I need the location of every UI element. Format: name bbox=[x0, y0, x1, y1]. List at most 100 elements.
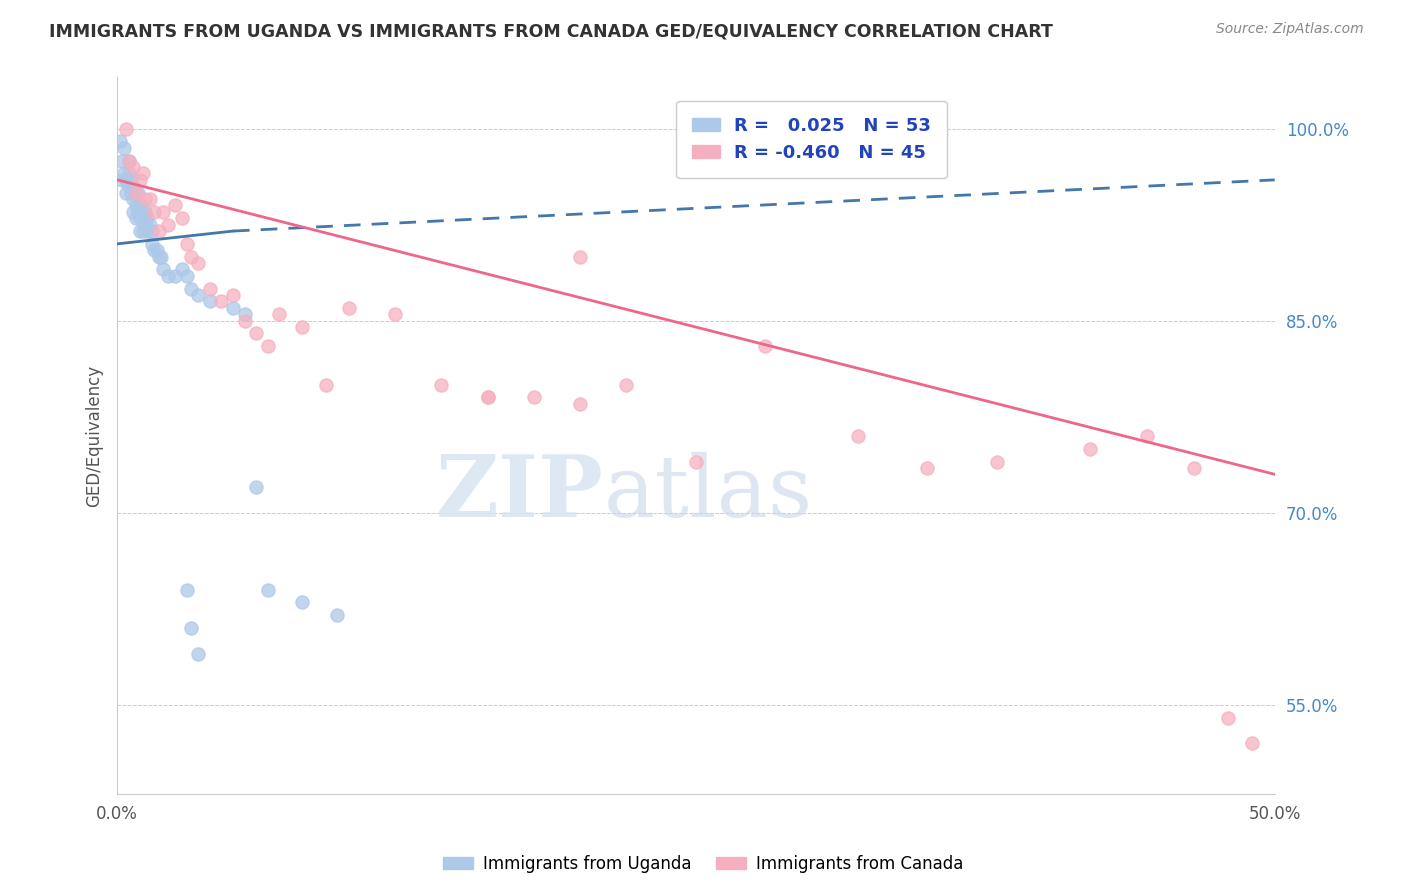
Point bbox=[233, 307, 256, 321]
Point bbox=[754, 339, 776, 353]
Point bbox=[111, 153, 134, 168]
Point bbox=[127, 186, 149, 200]
Point bbox=[256, 339, 278, 353]
Text: Source: ZipAtlas.com: Source: ZipAtlas.com bbox=[1216, 22, 1364, 37]
Point bbox=[315, 377, 337, 392]
Point bbox=[148, 224, 170, 238]
Point bbox=[198, 282, 221, 296]
Point bbox=[165, 268, 187, 283]
Point bbox=[245, 480, 267, 494]
Point bbox=[131, 205, 153, 219]
Point bbox=[129, 211, 152, 226]
Point bbox=[616, 377, 638, 392]
Point bbox=[141, 224, 163, 238]
Text: atlas: atlas bbox=[603, 451, 813, 535]
Point bbox=[115, 121, 138, 136]
Point bbox=[125, 186, 148, 200]
Point bbox=[115, 186, 138, 200]
Point bbox=[180, 250, 202, 264]
Point bbox=[122, 192, 145, 206]
Point bbox=[108, 135, 131, 149]
Point bbox=[157, 218, 180, 232]
Point bbox=[152, 262, 174, 277]
Point bbox=[222, 288, 245, 302]
Point bbox=[131, 224, 153, 238]
Point bbox=[134, 205, 156, 219]
Point bbox=[129, 198, 152, 212]
Point bbox=[569, 397, 592, 411]
Point bbox=[430, 377, 453, 392]
Point bbox=[120, 173, 142, 187]
Point bbox=[152, 205, 174, 219]
Point bbox=[291, 595, 314, 609]
Point bbox=[122, 205, 145, 219]
Point bbox=[1136, 429, 1159, 443]
Point bbox=[120, 186, 142, 200]
Point bbox=[111, 173, 134, 187]
Point bbox=[291, 320, 314, 334]
Point bbox=[685, 454, 707, 468]
Point bbox=[157, 268, 180, 283]
Point bbox=[176, 236, 198, 251]
Point bbox=[187, 256, 209, 270]
Point bbox=[138, 218, 160, 232]
Point bbox=[131, 166, 153, 180]
Point bbox=[846, 429, 869, 443]
Point bbox=[125, 211, 148, 226]
Point bbox=[115, 173, 138, 187]
Point bbox=[125, 198, 148, 212]
Point bbox=[136, 224, 159, 238]
Legend: Immigrants from Uganda, Immigrants from Canada: Immigrants from Uganda, Immigrants from … bbox=[436, 848, 970, 880]
Point bbox=[141, 236, 163, 251]
Point bbox=[143, 205, 166, 219]
Point bbox=[165, 198, 187, 212]
Legend: R =   0.025   N = 53, R = -0.460   N = 45: R = 0.025 N = 53, R = -0.460 N = 45 bbox=[676, 101, 948, 178]
Point bbox=[136, 211, 159, 226]
Point bbox=[118, 166, 141, 180]
Point bbox=[134, 218, 156, 232]
Point bbox=[187, 647, 209, 661]
Point bbox=[112, 166, 135, 180]
Point bbox=[145, 244, 167, 258]
Point bbox=[180, 621, 202, 635]
Point bbox=[477, 391, 499, 405]
Point bbox=[198, 294, 221, 309]
Point bbox=[129, 173, 152, 187]
Point bbox=[986, 454, 1008, 468]
Point bbox=[118, 153, 141, 168]
Point bbox=[112, 141, 135, 155]
Point bbox=[569, 250, 592, 264]
Point bbox=[127, 205, 149, 219]
Point bbox=[150, 250, 173, 264]
Point bbox=[118, 179, 141, 194]
Point bbox=[176, 582, 198, 597]
Point bbox=[176, 268, 198, 283]
Point bbox=[129, 224, 152, 238]
Point bbox=[138, 192, 160, 206]
Point bbox=[134, 192, 156, 206]
Point bbox=[1218, 710, 1240, 724]
Point bbox=[523, 391, 546, 405]
Point bbox=[118, 153, 141, 168]
Point bbox=[170, 262, 193, 277]
Point bbox=[209, 294, 232, 309]
Point bbox=[917, 461, 939, 475]
Point bbox=[125, 186, 148, 200]
Point bbox=[148, 250, 170, 264]
Text: IMMIGRANTS FROM UGANDA VS IMMIGRANTS FROM CANADA GED/EQUIVALENCY CORRELATION CHA: IMMIGRANTS FROM UGANDA VS IMMIGRANTS FRO… bbox=[49, 22, 1053, 40]
Point bbox=[477, 391, 499, 405]
Point bbox=[337, 301, 360, 315]
Point bbox=[122, 179, 145, 194]
Point bbox=[143, 244, 166, 258]
Point bbox=[233, 314, 256, 328]
Point bbox=[245, 326, 267, 341]
Point bbox=[1182, 461, 1205, 475]
Y-axis label: GED/Equivalency: GED/Equivalency bbox=[86, 365, 103, 507]
Point bbox=[326, 608, 349, 623]
Point bbox=[170, 211, 193, 226]
Text: ZIP: ZIP bbox=[436, 451, 603, 535]
Point bbox=[1078, 442, 1101, 456]
Point bbox=[1240, 736, 1263, 750]
Point bbox=[222, 301, 245, 315]
Point bbox=[180, 282, 202, 296]
